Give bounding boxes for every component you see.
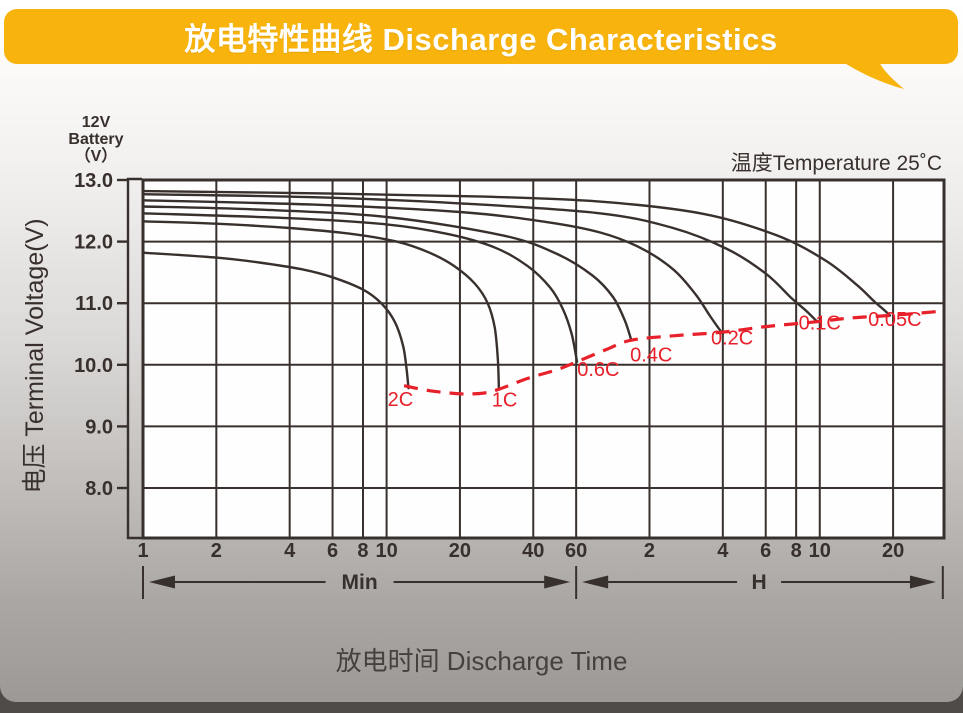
battery-unit-line3: （V） [74,148,118,165]
x-tick-4: 4 [717,540,729,562]
x-tick-20: 20 [882,540,904,562]
capacity-dashed-line [403,309,942,396]
arrow-left-icon [149,575,175,589]
capacity-label-0.6C: 0.6C [577,359,619,381]
y-tick-10.0: 10.0 [74,355,113,377]
capacity-label-1C: 1C [492,390,518,412]
x-tick-40: 40 [522,540,544,562]
x-tick-10: 10 [375,540,397,562]
y-tick-8.0: 8.0 [85,478,113,500]
capacity-label-0.1C: 0.1C [799,313,841,335]
arrow-left-icon [582,575,609,589]
arrow-right-icon [909,575,936,589]
x-tick-2: 2 [644,540,655,562]
temperature-note: 温度Temperature 25˚C [730,152,942,175]
x-tick-4: 4 [284,540,296,562]
curve-2C [141,251,410,390]
curve-0.2C [141,199,724,336]
x-tick-1: 1 [137,540,148,562]
capacity-label-0.2C: 0.2C [711,327,753,349]
x-tick-8: 8 [791,540,802,562]
plot-border [141,178,946,540]
x-axis-title: 放电时间 Discharge Time [335,646,628,676]
curve-0.1C [141,192,819,323]
header-banner: 放电特性曲线 Discharge Characteristics [4,9,958,64]
page-title: 放电特性曲线 Discharge Characteristics [184,22,778,57]
x-tick-2: 2 [211,540,222,562]
capacity-label-0.05C: 0.05C [868,309,921,331]
curve-0.05C [141,189,892,317]
battery-unit-line2: Battery [68,131,124,148]
battery-unit-line1: 12V [81,114,111,131]
x-tick-60: 60 [565,540,587,562]
plot-background [143,180,944,538]
curve-0.4C [141,205,633,342]
y-tick-13.0: 13.0 [74,170,113,192]
y-tick-9.0: 9.0 [85,416,113,438]
curve-0.6C [141,212,579,363]
capacity-label-0.4C: 0.4C [630,345,672,367]
x-tick-20: 20 [449,540,471,562]
x-tick-10: 10 [809,540,831,562]
arrow-right-icon [544,575,571,589]
x-tick-8: 8 [357,540,368,562]
section-label-Min: Min [342,571,378,594]
battery-unit-label: 12V Battery （V） [58,114,134,165]
section-label-H: H [751,571,766,594]
curve-1C [141,220,501,390]
y-tick-11.0: 11.0 [75,293,113,315]
banner-tail-icon [843,62,904,89]
capacity-label-2C: 2C [388,389,414,411]
y-axis-bracket [126,177,142,540]
y-tick-12.0: 12.0 [74,232,113,254]
x-tick-6: 6 [327,540,338,562]
x-tick-6: 6 [760,540,771,562]
